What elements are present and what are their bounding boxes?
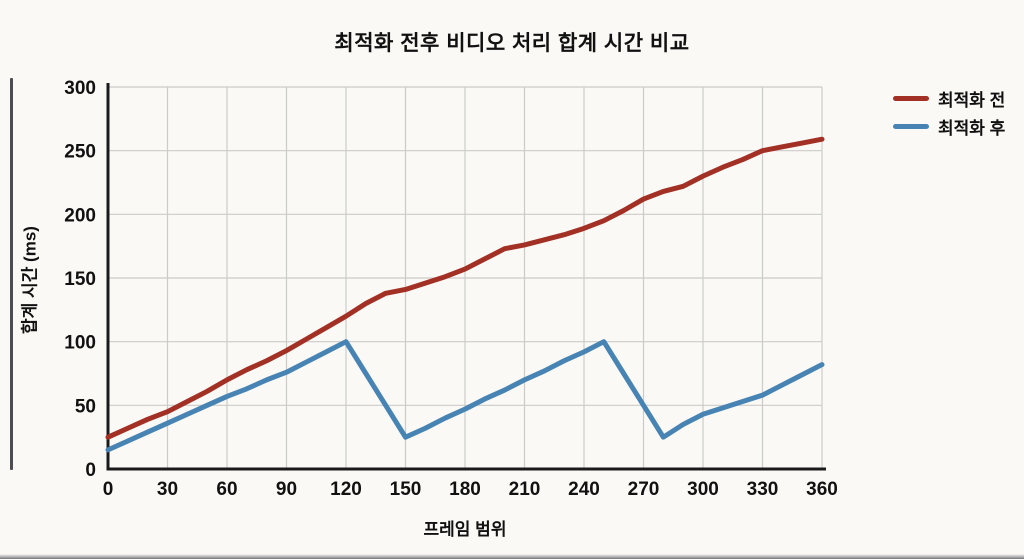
x-tick-label: 30 [157,479,178,500]
y-tick-label: 250 [64,142,96,163]
line-after-optimization [105,339,825,453]
left-edge-line [10,78,13,470]
x-tick-label: 240 [568,479,600,500]
x-tick-label: 330 [747,479,779,500]
x-tick-label: 150 [390,479,422,500]
x-tick-label: 360 [806,479,838,500]
y-tick-label: 50 [75,396,96,417]
y-tick-label: 100 [64,333,96,354]
line-before-optimization [105,136,825,440]
x-tick-label: 210 [509,479,541,500]
legend: 최적화 전 최적화 후 [893,84,1005,140]
legend-item-before-optimization: 최적화 전 [893,84,1005,112]
y-tick-label: 200 [64,205,96,226]
x-tick-label: 0 [103,479,114,500]
y-tick-label: 150 [64,269,96,290]
legend-swatch-after-icon [893,123,929,129]
x-tick-label: 270 [628,479,660,500]
x-tick-label: 300 [687,479,719,500]
chart-title: 최적화 전후 비디오 처리 합계 시간 비교 [334,32,690,55]
bottom-edge-shadow [0,554,1024,559]
y-tick-label: 300 [64,78,96,99]
x-tick-label: 60 [216,479,237,500]
x-tick-label: 120 [330,479,362,500]
y-tick-label: 0 [85,460,96,481]
x-tick-label: 180 [449,479,481,500]
legend-swatch-before-icon [893,95,929,101]
legend-label-after: 최적화 후 [938,118,1006,138]
legend-item-after-optimization: 최적화 후 [893,112,1005,140]
x-axis-label: 프레임 범위 [423,520,507,539]
x-tick-label: 90 [276,479,297,500]
legend-label-before: 최적화 전 [938,90,1006,110]
